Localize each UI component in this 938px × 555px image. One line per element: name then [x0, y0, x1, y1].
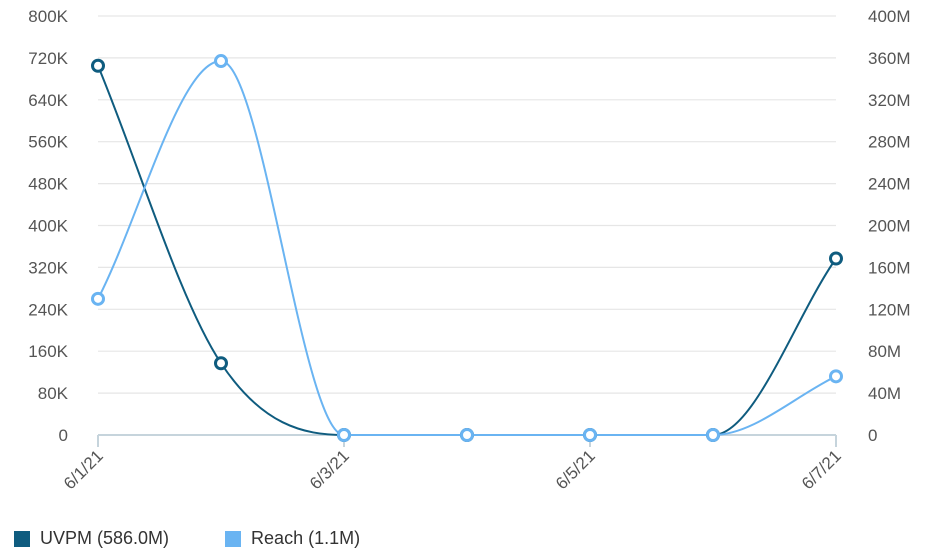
- right-y-tick-label: 80M: [868, 342, 901, 361]
- legend-label-reach: Reach (1.1M): [251, 528, 361, 548]
- right-y-tick-label: 240M: [868, 175, 911, 194]
- right-y-tick-label: 0: [868, 426, 877, 445]
- left-y-tick-label: 480K: [28, 175, 68, 194]
- left-y-tick-label: 240K: [28, 300, 68, 319]
- left-y-tick-label: 560K: [28, 133, 68, 152]
- legend-swatch-reach: [225, 530, 242, 547]
- legend-label-uvpm: UVPM (586.0M): [40, 528, 170, 548]
- data-point-reach[interactable]: [583, 428, 597, 442]
- left-y-tick-label: 720K: [28, 49, 68, 68]
- legend-item-uvpm[interactable]: UVPM (586.0M): [14, 528, 169, 549]
- legend-swatch-uvpm: [14, 530, 30, 547]
- left-y-tick-label: 160K: [28, 342, 68, 361]
- right-y-tick-label: 160M: [868, 258, 911, 277]
- grid-lines: [98, 15, 836, 394]
- data-point-uvpm[interactable]: [91, 58, 105, 73]
- data-point-reach[interactable]: [829, 369, 843, 384]
- x-tick-label: 6/3/21: [306, 446, 353, 493]
- data-point-reach[interactable]: [214, 54, 228, 69]
- right-y-tick-label: 400M: [868, 7, 911, 26]
- data-point-uvpm[interactable]: [214, 356, 228, 371]
- right-y-tick-label: 40M: [868, 384, 901, 403]
- left-y-tick-label: 640K: [28, 91, 68, 110]
- data-point-reach[interactable]: [91, 291, 105, 306]
- right-y-tick-label: 360M: [868, 49, 911, 68]
- right-y-tick-label: 200M: [868, 217, 911, 236]
- x-axis-tick-labels: 6/1/21 6/3/21 6/5/21 6/7/21: [60, 446, 845, 493]
- data-point-reach[interactable]: [337, 428, 351, 442]
- series-line-reach: [97, 60, 837, 437]
- legend: UVPM (586.0M) Reach (1.1M): [14, 528, 416, 549]
- x-tick-label: 6/7/21: [798, 446, 845, 493]
- right-y-axis: 0 40M 80M 120M 160M 200M 240M 280M 320M 360M 400M: [868, 7, 911, 445]
- left-y-tick-label: 80K: [38, 384, 69, 403]
- left-y-tick-label: 800K: [28, 7, 68, 26]
- series-lines: [97, 60, 837, 437]
- right-y-tick-label: 280M: [868, 133, 911, 152]
- data-point-reach[interactable]: [460, 428, 474, 442]
- left-y-tick-label: 400K: [28, 217, 68, 236]
- data-point-reach[interactable]: [706, 428, 720, 442]
- left-y-tick-label: 0: [59, 426, 68, 445]
- right-y-tick-label: 120M: [868, 300, 911, 319]
- data-point-uvpm[interactable]: [829, 251, 843, 266]
- legend-item-reach[interactable]: Reach (1.1M): [225, 528, 360, 549]
- series-line-uvpm: [97, 65, 837, 437]
- left-y-axis: 0 80K 160K 240K 320K 400K 480K 560K 640K 720K 800K: [28, 7, 68, 445]
- x-tick-label: 6/1/21: [60, 446, 107, 493]
- left-y-tick-label: 320K: [28, 258, 68, 277]
- line-chart: 0 80K 160K 240K 320K 400K 480K 560K 640K 720K 800K…: [28, 7, 911, 493]
- series-points: [91, 54, 843, 442]
- x-tick-label: 6/5/21: [552, 446, 599, 493]
- right-y-tick-label: 320M: [868, 91, 911, 110]
